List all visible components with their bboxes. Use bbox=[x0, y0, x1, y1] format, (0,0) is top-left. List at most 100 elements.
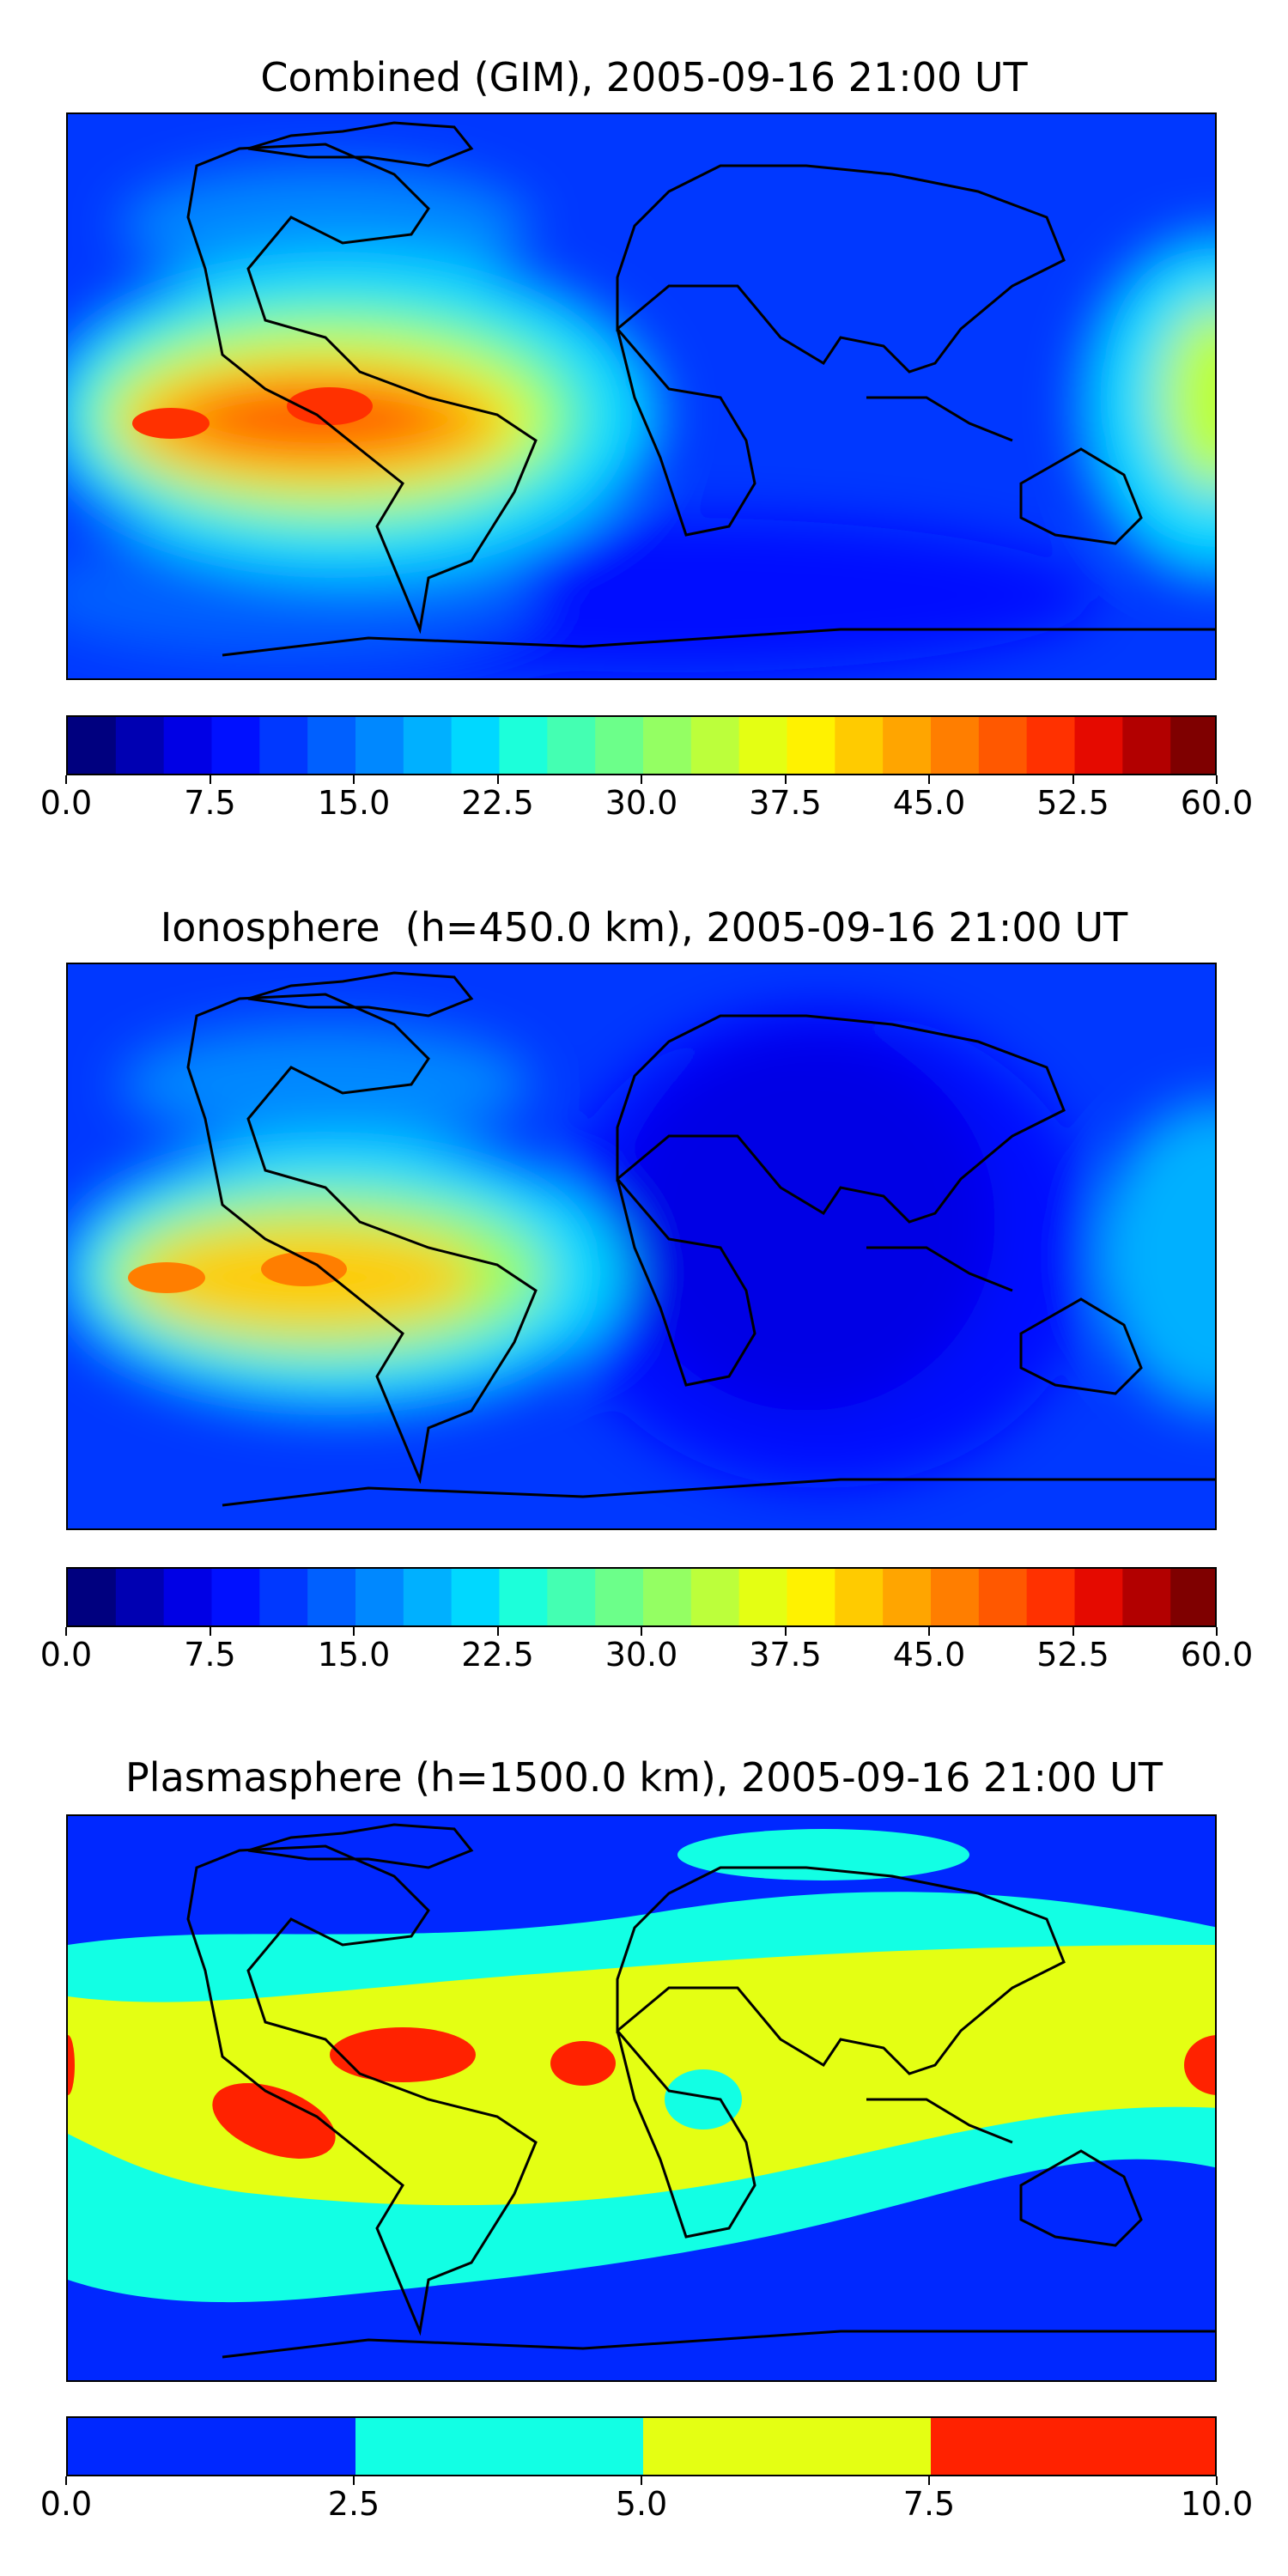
panel3-title: Plasmasphere (h=1500.0 km), 2005-09-16 2… bbox=[125, 1754, 1163, 1801]
colorbar-tick-label: 2.5 bbox=[327, 2485, 380, 2523]
colorbar-level bbox=[690, 717, 740, 774]
colorbar-level bbox=[835, 1569, 884, 1625]
colorbar-tick-label: 0.0 bbox=[39, 784, 93, 822]
colorbar-level bbox=[355, 717, 404, 774]
colorbar-level bbox=[451, 1569, 500, 1625]
colorbar-tick-label: 15.0 bbox=[317, 784, 391, 822]
combined-gim-map bbox=[66, 112, 1217, 680]
combined-colorbar bbox=[66, 715, 1217, 775]
colorbar-level bbox=[211, 1569, 260, 1625]
colorbar-level bbox=[259, 1569, 308, 1625]
panel2-title: Ionosphere (h=450.0 km), 2005-09-16 21:0… bbox=[160, 904, 1128, 951]
colorbar-tick-mark bbox=[1216, 2476, 1218, 2485]
colorbar-tick-label: 30.0 bbox=[605, 1636, 678, 1674]
colorbar-level bbox=[1170, 717, 1215, 774]
colorbar-level bbox=[1074, 1569, 1123, 1625]
colorbar-tick-mark bbox=[65, 775, 67, 784]
colorbar-tick-label: 60.0 bbox=[1180, 1636, 1254, 1674]
colorbar-level bbox=[259, 717, 308, 774]
colorbar-tick-label: 52.5 bbox=[1036, 784, 1109, 822]
colorbar-level bbox=[403, 1569, 453, 1625]
colorbar-tick-mark bbox=[641, 2476, 642, 2485]
colorbar-tick-label: 45.0 bbox=[892, 784, 966, 822]
colorbar-level bbox=[978, 717, 1028, 774]
colorbar-tick-mark bbox=[641, 775, 642, 784]
colorbar-tick-mark bbox=[496, 775, 499, 784]
colorbar-tick-mark bbox=[1072, 775, 1074, 784]
colorbar-level bbox=[595, 717, 644, 774]
colorbar-tick-label: 0.0 bbox=[39, 2485, 93, 2523]
colorbar-level bbox=[1122, 717, 1171, 774]
colorbar-tick-mark bbox=[1072, 1627, 1074, 1636]
colorbar-tick-label: 30.0 bbox=[605, 784, 678, 822]
colorbar-tick-label: 37.5 bbox=[749, 784, 822, 822]
colorbar-level bbox=[211, 717, 260, 774]
colorbar-level bbox=[978, 1569, 1028, 1625]
ionosphere-map bbox=[66, 963, 1217, 1530]
plasmasphere-map bbox=[66, 1814, 1217, 2382]
colorbar-level bbox=[738, 1569, 787, 1625]
colorbar-level bbox=[163, 1569, 212, 1625]
colorbar-tick-label: 10.0 bbox=[1180, 2485, 1254, 2523]
colorbar-tick-label: 0.0 bbox=[39, 1636, 93, 1674]
colorbar-level bbox=[1026, 717, 1075, 774]
colorbar-level bbox=[307, 717, 356, 774]
colorbar-tick-label: 45.0 bbox=[892, 1636, 966, 1674]
colorbar-level bbox=[1170, 1569, 1215, 1625]
colorbar-level bbox=[68, 1569, 117, 1625]
colorbar-tick-label: 22.5 bbox=[461, 784, 534, 822]
colorbar-tick-label: 7.5 bbox=[184, 1636, 236, 1674]
colorbar-tick-mark bbox=[353, 2476, 355, 2485]
colorbar-tick-mark bbox=[1216, 775, 1218, 784]
colorbar-tick-label: 7.5 bbox=[902, 2485, 956, 2523]
colorbar-level bbox=[931, 717, 980, 774]
colorbar-tick-mark bbox=[784, 775, 787, 784]
plasmasphere-colorbar bbox=[66, 2416, 1217, 2476]
colorbar-level bbox=[643, 2418, 932, 2475]
colorbar-level bbox=[787, 1569, 835, 1625]
colorbar-level bbox=[355, 2418, 644, 2475]
colorbar-level bbox=[595, 1569, 644, 1625]
ionosphere-colorbar-gradient bbox=[68, 1569, 1215, 1625]
colorbar-level bbox=[1074, 717, 1123, 774]
colorbar-level bbox=[931, 1569, 980, 1625]
colorbar-tick-mark bbox=[928, 2476, 930, 2485]
colorbar-tick-mark bbox=[209, 1627, 211, 1636]
colorbar-level bbox=[115, 1569, 165, 1625]
colorbar-level bbox=[115, 717, 165, 774]
colorbar-level bbox=[163, 717, 212, 774]
colorbar-tick-label: 22.5 bbox=[461, 1636, 534, 1674]
colorbar-tick-mark bbox=[65, 1627, 67, 1636]
colorbar-tick-mark bbox=[353, 1627, 355, 1636]
colorbar-level bbox=[931, 2418, 1215, 2475]
colorbar-level bbox=[403, 717, 453, 774]
colorbar-tick-mark bbox=[928, 1627, 930, 1636]
colorbar-tick-mark bbox=[353, 775, 355, 784]
colorbar-level bbox=[499, 1569, 548, 1625]
colorbar-level bbox=[883, 1569, 932, 1625]
colorbar-level bbox=[1122, 1569, 1171, 1625]
colorbar-level bbox=[451, 717, 500, 774]
colorbar-tick-mark bbox=[496, 1627, 499, 1636]
colorbar-level bbox=[547, 1569, 596, 1625]
colorbar-tick-mark bbox=[928, 775, 930, 784]
plasmasphere-colorbar-gradient bbox=[68, 2418, 1215, 2475]
colorbar-level bbox=[643, 717, 692, 774]
colorbar-level bbox=[547, 717, 596, 774]
colorbar-level bbox=[1026, 1569, 1075, 1625]
colorbar-tick-label: 15.0 bbox=[317, 1636, 391, 1674]
colorbar-level bbox=[68, 2418, 356, 2475]
panel1-title: Combined (GIM), 2005-09-16 21:00 UT bbox=[260, 54, 1028, 100]
colorbar-tick-mark bbox=[65, 2476, 67, 2485]
colorbar-level bbox=[787, 717, 835, 774]
colorbar-tick-mark bbox=[784, 1627, 787, 1636]
colorbar-level bbox=[355, 1569, 404, 1625]
colorbar-tick-label: 37.5 bbox=[749, 1636, 822, 1674]
colorbar-level bbox=[738, 717, 787, 774]
colorbar-level bbox=[643, 1569, 692, 1625]
colorbar-level bbox=[499, 717, 548, 774]
colorbar-tick-mark bbox=[209, 775, 211, 784]
colorbar-level bbox=[690, 1569, 740, 1625]
colorbar-level bbox=[883, 717, 932, 774]
colorbar-tick-mark bbox=[641, 1627, 642, 1636]
